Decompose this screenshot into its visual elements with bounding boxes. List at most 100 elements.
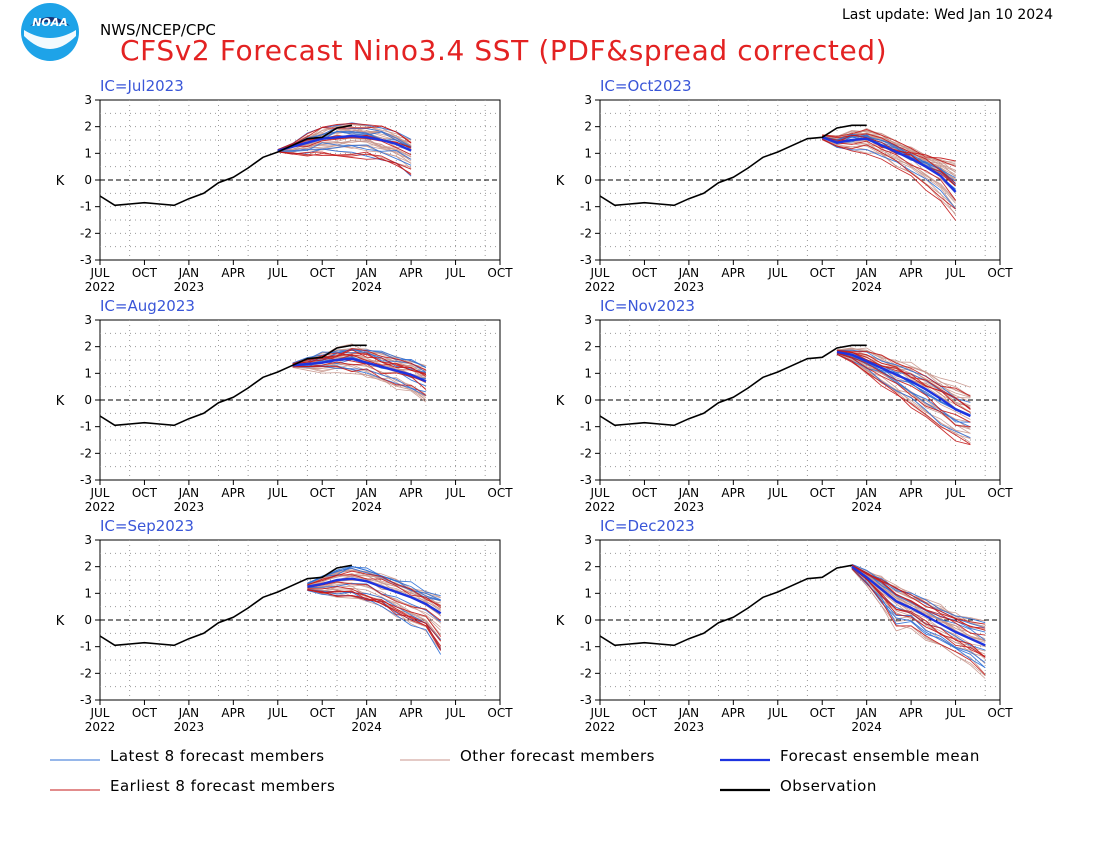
x-year-label: 2022 <box>85 500 116 514</box>
y-tick-label: 1 <box>84 146 92 160</box>
x-tick-label: OCT <box>310 706 336 720</box>
y-tick-label: 0 <box>584 393 592 407</box>
x-year-label: 2022 <box>85 720 116 734</box>
y-tick-label: 0 <box>584 613 592 627</box>
member-line-latest <box>307 590 442 655</box>
x-tick-label: JUL <box>89 266 109 280</box>
x-year-label: 2022 <box>85 280 116 294</box>
y-tick-label: 3 <box>84 313 92 327</box>
y-axis-label: K <box>56 394 65 409</box>
member-line-latest <box>277 144 412 166</box>
member-line-earliest <box>307 586 442 637</box>
panel-ic-label: IC=Oct2023 <box>600 77 692 95</box>
member-line-earliest <box>822 139 956 221</box>
legend-item: Earliest 8 forecast members <box>50 777 335 795</box>
x-tick-label: APR <box>721 266 745 280</box>
y-tick-label: 3 <box>584 313 592 327</box>
x-tick-label: JUL <box>767 266 787 280</box>
x-tick-label: JUL <box>445 266 465 280</box>
x-tick-label: APR <box>399 486 423 500</box>
x-tick-label: OCT <box>632 486 658 500</box>
noaa-logo-icon: NOAA <box>21 3 79 61</box>
member-line-latest <box>836 349 971 403</box>
x-year-label: 2023 <box>174 720 205 734</box>
x-year-label: 2024 <box>851 720 882 734</box>
member-line-earliest <box>822 138 956 210</box>
member-line-earliest <box>851 567 986 658</box>
member-line-other <box>851 564 986 622</box>
x-tick-label: JUL <box>767 486 787 500</box>
member-line-latest <box>851 564 986 629</box>
x-tick-label: JAN <box>678 706 700 720</box>
panel-oct2023: 3 2 1 0 -1 -2 -3 K JUL OCT JAN APR JUL OCT JAN APR JUL OC… <box>556 77 1014 294</box>
member-line-earliest <box>307 581 441 621</box>
x-tick-label: OCT <box>987 706 1013 720</box>
x-tick-label: JAN <box>855 486 877 500</box>
member-line-earliest <box>851 564 986 629</box>
y-axis-label: K <box>56 614 65 629</box>
x-tick-label: JUL <box>945 486 965 500</box>
member-line-other <box>292 367 427 403</box>
y-tick-label: 0 <box>84 173 92 187</box>
member-line-earliest <box>292 354 427 376</box>
member-line-earliest <box>851 565 986 636</box>
member-line-latest <box>851 565 986 641</box>
page-title: CFSv2 Forecast Nino3.4 SST (PDF&spread c… <box>120 34 888 67</box>
x-year-label: 2022 <box>585 500 616 514</box>
observation-line <box>99 344 367 427</box>
x-tick-label: JUL <box>445 486 465 500</box>
x-tick-label: OCT <box>810 706 836 720</box>
x-tick-label: JUL <box>945 266 965 280</box>
x-tick-label: OCT <box>487 706 513 720</box>
x-tick-label: JUL <box>589 706 609 720</box>
y-tick-label: -3 <box>580 693 592 707</box>
member-line-earliest <box>836 350 971 409</box>
x-tick-label: APR <box>399 266 423 280</box>
x-tick-label: JAN <box>355 486 377 500</box>
member-line-earliest <box>307 574 441 609</box>
x-tick-label: OCT <box>132 706 158 720</box>
y-tick-label: -3 <box>80 473 92 487</box>
x-tick-label: JUL <box>267 486 287 500</box>
member-line-earliest <box>836 354 971 446</box>
ensemble-mean-line <box>836 350 971 418</box>
panel-jul2023: 3 2 1 0 -1 -2 -3 K JUL OCT JAN APR JUL OCT JAN APR JUL OC… <box>56 77 514 294</box>
member-line-latest <box>851 567 986 663</box>
y-tick-label: -1 <box>580 420 592 434</box>
y-axis-label: K <box>56 174 65 189</box>
last-update-label: Last update: Wed Jan 10 2024 <box>841 7 1053 23</box>
y-tick-label: 0 <box>84 393 92 407</box>
y-tick-label: 1 <box>84 366 92 380</box>
x-tick-label: JAN <box>355 266 377 280</box>
member-line-earliest <box>292 365 427 396</box>
member-line-other <box>836 353 971 434</box>
member-line-other <box>851 565 986 641</box>
member-line-earliest <box>822 137 956 201</box>
member-line-latest <box>292 349 427 368</box>
x-tick-label: OCT <box>987 266 1013 280</box>
x-year-label: 2023 <box>174 280 205 294</box>
agency-label: NWS/NCEP/CPC <box>100 21 216 39</box>
x-tick-label: OCT <box>310 486 336 500</box>
observation-line <box>599 564 853 647</box>
x-tick-label: JUL <box>89 706 109 720</box>
y-tick-label: 2 <box>584 120 592 134</box>
ensemble-mean-line <box>307 577 442 615</box>
ensemble-mean-line <box>292 357 427 383</box>
svg-text:NOAA: NOAA <box>32 16 68 29</box>
x-year-label: 2023 <box>674 720 705 734</box>
y-tick-label: -1 <box>80 420 92 434</box>
x-tick-label: APR <box>899 706 923 720</box>
member-line-earliest <box>822 133 956 167</box>
member-line-latest <box>836 353 971 439</box>
legend-item: Observation <box>720 777 876 795</box>
x-tick-label: JAN <box>678 486 700 500</box>
member-line-earliest <box>307 570 441 607</box>
member-line-latest <box>307 565 441 601</box>
y-tick-label: -2 <box>80 226 92 240</box>
x-tick-label: APR <box>899 486 923 500</box>
x-tick-label: OCT <box>632 706 658 720</box>
legend-item: Forecast ensemble mean <box>720 747 979 765</box>
member-line-other <box>277 136 412 157</box>
